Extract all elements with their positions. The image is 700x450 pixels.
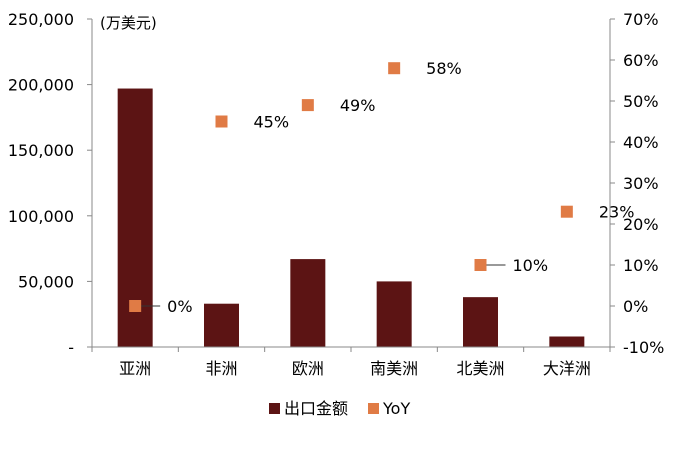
bar (376, 281, 412, 347)
yoy-data-label: 49% (340, 96, 376, 115)
yoy-marker (301, 99, 314, 112)
bar-series (117, 88, 585, 347)
legend-label-export: 出口金额 (284, 399, 348, 418)
yoy-marker (474, 259, 487, 271)
yoy-series: 0% 45% 49% 58% 10% 23% (129, 59, 634, 316)
category-label: 北美洲 (456, 359, 504, 378)
right-tick-label: 40% (623, 133, 659, 152)
legend-swatch-yoy (368, 403, 379, 414)
legend-swatch-export (269, 403, 280, 414)
bar (204, 303, 239, 347)
category-label: 亚洲 (119, 359, 151, 378)
left-tick-label: 150,000 (8, 141, 74, 160)
yoy-marker (560, 205, 573, 218)
yoy-data-label: 23% (599, 203, 635, 222)
legend-label-yoy: YoY (382, 399, 410, 418)
x-axis: 亚洲 非洲 欧洲 南美洲 北美洲 大洋洲 (91, 346, 611, 378)
left-tick-label: 50,000 (18, 272, 74, 291)
bar (463, 297, 498, 347)
right-tick-label: 30% (623, 174, 659, 193)
yoy-data-label: 58% (426, 59, 462, 78)
left-tick-label: 100,000 (8, 207, 74, 226)
left-tick-label: - (68, 338, 74, 357)
right-tick-label: 0% (623, 297, 648, 316)
right-tick-label: 10% (623, 256, 659, 275)
left-axis: - 50,000 100,000 150,000 200,000 250,000 (8, 10, 93, 357)
bar (549, 336, 585, 347)
right-tick-label: 20% (623, 215, 659, 234)
category-label: 欧洲 (292, 359, 324, 378)
right-tick-label: 60% (623, 51, 659, 70)
yoy-data-label: 0% (167, 297, 192, 316)
category-label: 大洋洲 (543, 359, 591, 378)
left-tick-label: 200,000 (8, 76, 74, 95)
right-tick-label: 70% (623, 10, 659, 29)
right-tick-label: 50% (623, 92, 659, 111)
right-axis: -10% 0% 10% 20% 30% 40% 50% 60% 70% (609, 10, 664, 357)
right-tick-label: -10% (623, 338, 664, 357)
category-label: 南美洲 (370, 359, 418, 378)
legend: 出口金额 YoY (269, 399, 410, 418)
yoy-marker (129, 300, 142, 312)
yoy-data-label: 45% (254, 113, 290, 132)
unit-label: (万美元) (100, 14, 157, 32)
bar (290, 259, 326, 347)
left-tick-label: 250,000 (8, 10, 74, 29)
yoy-marker (388, 62, 401, 75)
yoy-data-label: 10% (513, 256, 549, 275)
category-label: 非洲 (205, 359, 237, 378)
yoy-marker (215, 115, 228, 128)
